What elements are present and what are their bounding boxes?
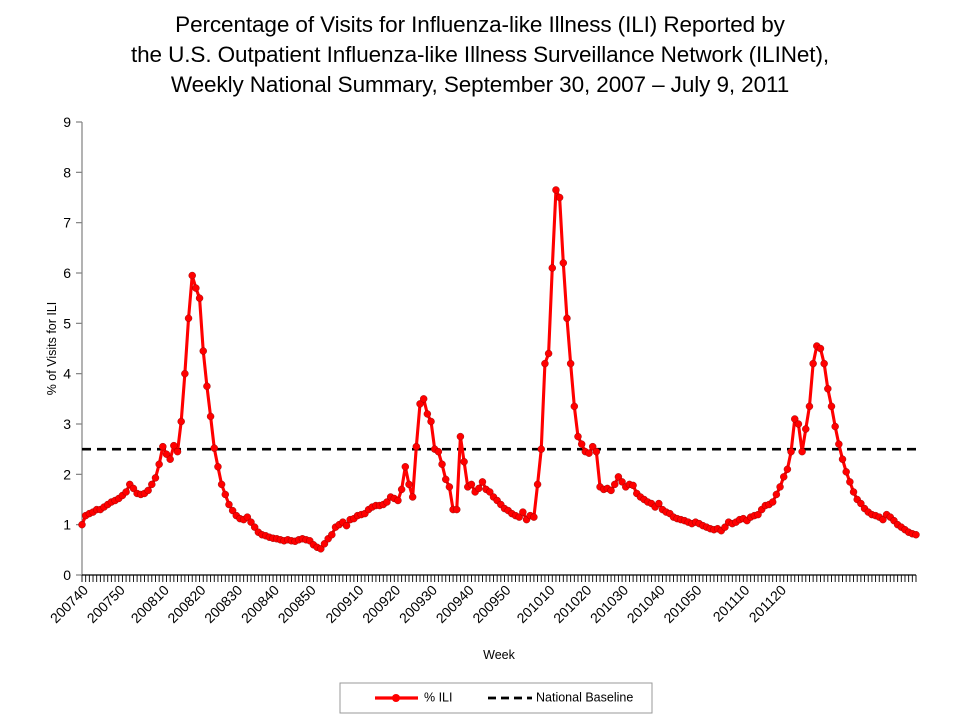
y-tick-label: 5 [63, 315, 71, 331]
x-tick-label: 200840 [238, 582, 282, 626]
y-tick-label: 2 [63, 466, 71, 482]
chart-title-line-3: Weekly National Summary, September 30, 2… [170, 72, 790, 97]
x-tick-label: 200820 [164, 582, 208, 626]
y-tick-label: 4 [63, 366, 71, 382]
chart-title-line-1: Percentage of Visits for Influenza-like … [175, 12, 785, 37]
x-tick-label: 200750 [84, 582, 128, 626]
x-tick-label: 201030 [587, 582, 631, 626]
y-axis-title: % of Visits for ILI [45, 302, 59, 396]
x-tick-label: 201110 [710, 582, 753, 625]
y-tick-label: 1 [63, 517, 71, 533]
x-tick-label: 200740 [47, 582, 91, 626]
x-tick-label: 200930 [396, 582, 440, 626]
axis-titles: Week % of Visits for ILI [45, 302, 516, 662]
x-tick-label: 200910 [322, 582, 366, 626]
y-tick-label: 6 [63, 265, 71, 281]
x-tick-label: 201040 [624, 582, 668, 626]
chart-title-line-2: the U.S. Outpatient Influenza-like Illne… [130, 42, 829, 67]
y-axis: 0 1 2 3 4 5 6 7 8 9 [63, 114, 83, 583]
y-tick-label: 8 [63, 164, 71, 180]
ili-series-line [78, 186, 920, 553]
y-tick-label: 7 [63, 215, 71, 231]
x-tick-label: 200830 [201, 582, 245, 626]
legend-label-baseline: National Baseline [536, 690, 633, 704]
x-tick-label: 201020 [550, 582, 594, 626]
x-tick-label: 201010 [513, 582, 557, 626]
legend-item-baseline: National Baseline [488, 690, 633, 704]
legend-label-ili: % ILI [424, 690, 453, 704]
legend-item-ili: % ILI [375, 690, 453, 704]
chart-legend: % ILI National Baseline [339, 682, 653, 714]
y-tick-label: 0 [63, 567, 71, 583]
x-tick-label: 200920 [359, 582, 403, 626]
x-tick-label: 200940 [433, 582, 477, 626]
x-tick-label: 200810 [128, 582, 172, 626]
x-tick-label: 200850 [275, 582, 319, 626]
chart-title: Percentage of Visits for Influenza-like … [0, 10, 960, 100]
x-axis-title: Week [483, 648, 515, 662]
x-tick-label: 201050 [660, 582, 704, 626]
y-tick-label: 3 [63, 416, 71, 432]
x-tick-label: 200950 [469, 582, 513, 626]
x-tick-label: 201120 [746, 582, 790, 626]
y-tick-label: 9 [63, 114, 71, 130]
